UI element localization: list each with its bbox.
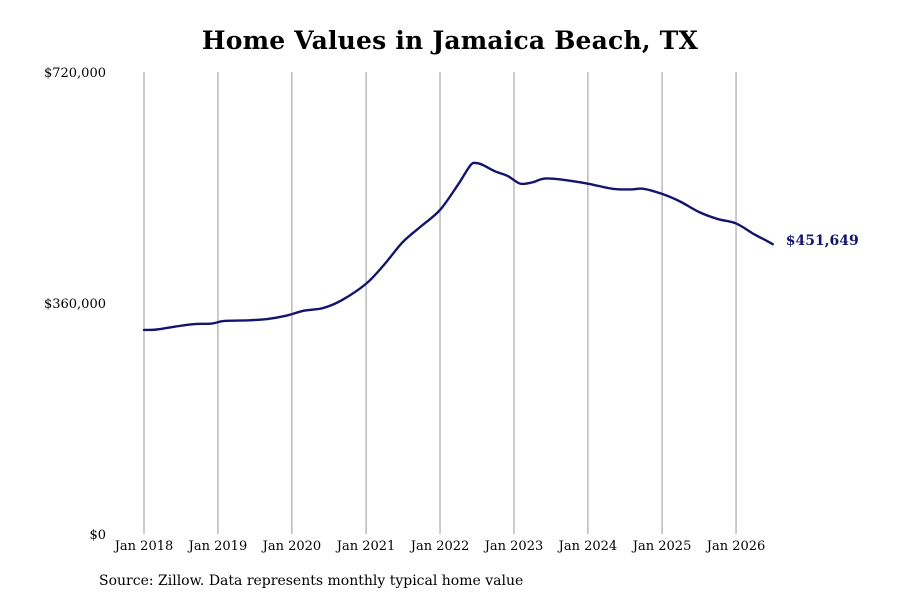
grid-lines xyxy=(143,72,737,534)
x-tick-label: Jan 2020 xyxy=(261,539,322,554)
x-tick-label: Jan 2025 xyxy=(631,539,692,554)
y-tick-label: $360,000 xyxy=(44,297,106,312)
x-tick-label: Jan 2021 xyxy=(335,539,396,554)
x-tick-label: Jan 2022 xyxy=(409,539,470,554)
x-tick-label: Jan 2018 xyxy=(113,539,174,554)
x-tick-label: Jan 2019 xyxy=(187,539,248,554)
y-tick-label: $0 xyxy=(89,528,106,543)
y-axis-ticks: $0 $360,000 $720,000 xyxy=(44,66,106,543)
series-line xyxy=(142,161,774,332)
end-value-label: $451,649 xyxy=(786,233,859,249)
source-note: Source: Zillow. Data represents monthly … xyxy=(99,573,524,589)
x-axis-ticks: Jan 2018 Jan 2019 Jan 2020 Jan 2021 Jan 2022… xyxy=(113,539,766,554)
end-label-layer: $451,649 xyxy=(786,233,859,249)
x-tick-label: Jan 2026 xyxy=(705,539,766,554)
chart-title: Home Values in Jamaica Beach, TX xyxy=(201,26,699,55)
x-tick-label: Jan 2024 xyxy=(557,539,618,554)
x-tick-label: Jan 2023 xyxy=(483,539,544,554)
y-tick-label: $720,000 xyxy=(44,66,106,81)
series-layer xyxy=(142,161,774,332)
